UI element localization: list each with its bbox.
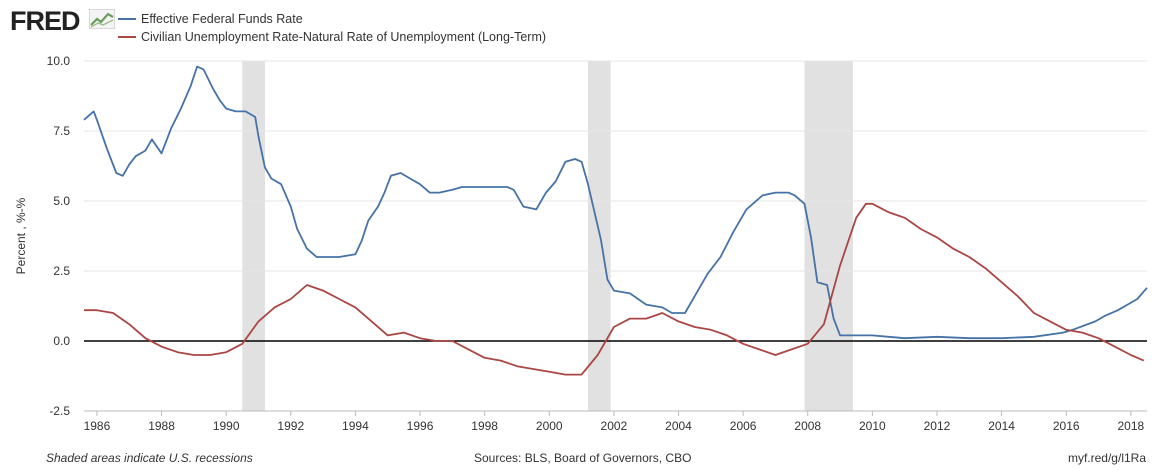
x-tick-label: 1996 bbox=[407, 419, 434, 433]
x-tick-label: 1998 bbox=[471, 419, 498, 433]
legend-swatch-fedfunds bbox=[118, 18, 136, 20]
x-tick-label: 2002 bbox=[601, 419, 628, 433]
legend-swatch-unemployment-gap bbox=[118, 36, 136, 38]
trend-chart-icon bbox=[89, 9, 115, 29]
recession-band bbox=[804, 61, 853, 411]
chart-header: FRED Effective Federal Funds Rate Civili… bbox=[0, 0, 1168, 52]
legend: Effective Federal Funds Rate Civilian Un… bbox=[118, 10, 546, 46]
short-link[interactable]: myf.red/g/l1Ra bbox=[1067, 451, 1146, 465]
x-tick-label: 2004 bbox=[665, 419, 692, 433]
x-tick-label: 2012 bbox=[924, 419, 951, 433]
y-tick-label: 10.0 bbox=[47, 54, 71, 68]
legend-label: Effective Federal Funds Rate bbox=[141, 12, 303, 26]
unemployment-gap-line bbox=[84, 202, 1145, 376]
x-tick-label: 2010 bbox=[859, 419, 886, 433]
x-tick-label: 2006 bbox=[730, 419, 757, 433]
x-tick-label: 2000 bbox=[536, 419, 563, 433]
x-tick-label: 1986 bbox=[84, 419, 111, 433]
y-tick-label: 2.5 bbox=[53, 264, 70, 278]
x-tick-label: 2016 bbox=[1053, 419, 1080, 433]
x-tick-label: 2014 bbox=[988, 419, 1015, 433]
legend-item[interactable]: Effective Federal Funds Rate bbox=[118, 10, 546, 28]
recession-band bbox=[242, 61, 265, 411]
x-tick-label: 2008 bbox=[794, 419, 821, 433]
fed-funds-rate-line bbox=[83, 65, 1148, 340]
x-tick-label: 1988 bbox=[148, 419, 175, 433]
legend-item[interactable]: Civilian Unemployment Rate-Natural Rate … bbox=[118, 28, 546, 46]
x-tick-label: 1992 bbox=[277, 419, 304, 433]
y-tick-label: 7.5 bbox=[53, 124, 70, 138]
legend-label: Civilian Unemployment Rate-Natural Rate … bbox=[141, 30, 547, 44]
x-tick-label: 1994 bbox=[342, 419, 369, 433]
sources-note: Sources: BLS, Board of Governors, CBO bbox=[474, 451, 692, 465]
y-axis-label: Percent , %-% bbox=[14, 197, 28, 274]
x-tick-label: 1990 bbox=[213, 419, 240, 433]
recession-note: Shaded areas indicate U.S. recessions bbox=[46, 451, 253, 465]
y-tick-label: 5.0 bbox=[53, 194, 70, 208]
y-tick-label: -2.5 bbox=[49, 404, 70, 418]
line-chart[interactable]: -2.5 0.0 2.5 5.0 7.5 10.0 1986 1988 1990 1992 1994… bbox=[0, 0, 1168, 450]
y-tick-label: 0.0 bbox=[53, 334, 70, 348]
x-tick-label: 2018 bbox=[1117, 419, 1144, 433]
fred-logo[interactable]: FRED bbox=[10, 6, 80, 36]
